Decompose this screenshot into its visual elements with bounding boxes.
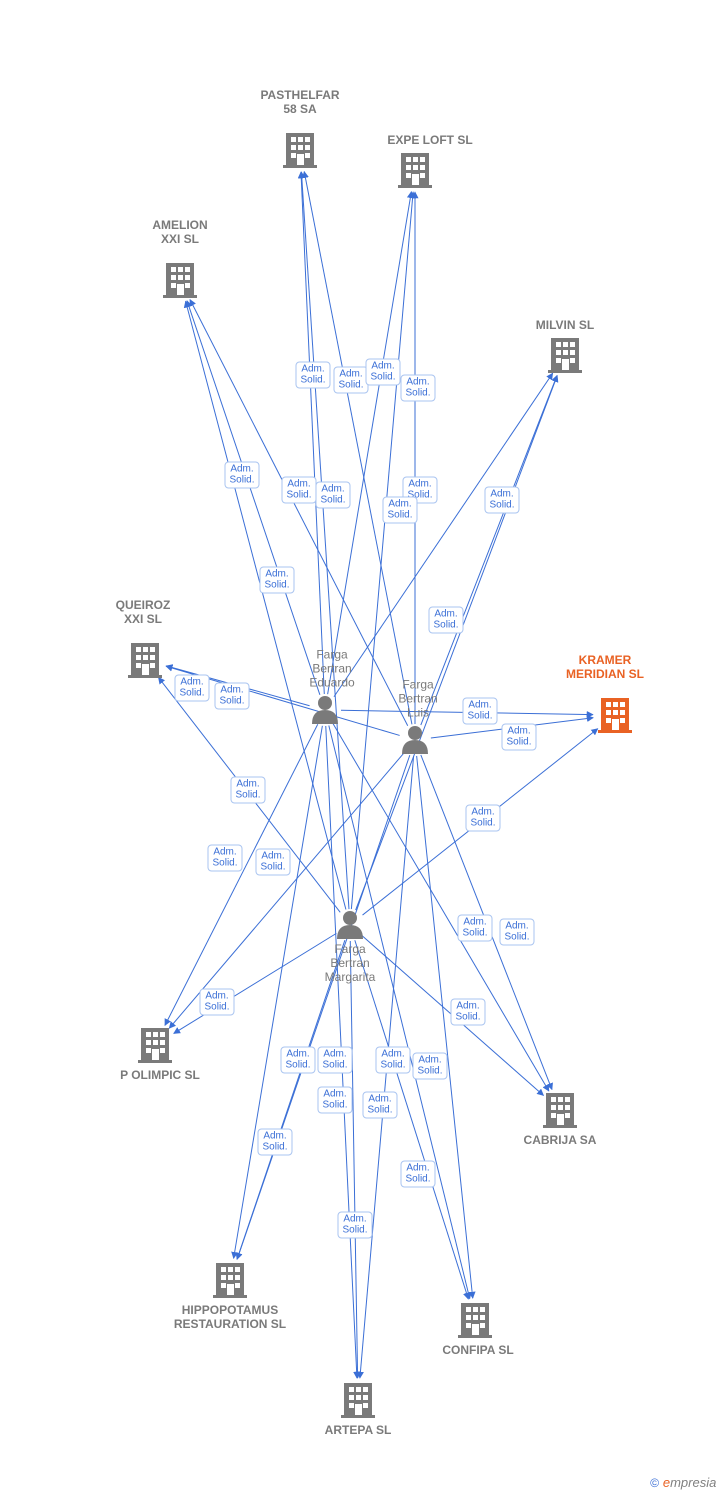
edge — [234, 726, 323, 1259]
person-icon — [312, 696, 338, 724]
person-node[interactable] — [337, 911, 363, 939]
edge — [362, 936, 543, 1096]
company-node[interactable] — [598, 698, 632, 733]
building-icon — [548, 338, 582, 373]
building-icon — [341, 1383, 375, 1418]
edge — [186, 301, 346, 909]
edge — [351, 192, 413, 909]
person-icon — [337, 911, 363, 939]
edge — [421, 375, 557, 725]
person-node[interactable] — [402, 726, 428, 754]
building-icon — [598, 698, 632, 733]
edge — [363, 729, 598, 915]
building-icon — [138, 1028, 172, 1063]
edge — [356, 376, 558, 910]
edge — [301, 172, 349, 909]
company-node[interactable] — [548, 338, 582, 373]
person-node[interactable] — [312, 696, 338, 724]
network-diagram — [0, 0, 728, 1500]
edge — [301, 172, 324, 694]
building-icon — [213, 1263, 247, 1298]
company-node[interactable] — [458, 1303, 492, 1338]
building-icon — [283, 133, 317, 168]
edge — [304, 172, 412, 725]
edge — [165, 724, 318, 1025]
edge — [187, 301, 320, 695]
building-icon — [128, 643, 162, 678]
edge — [328, 192, 412, 695]
edge — [174, 933, 337, 1033]
edge — [431, 718, 593, 738]
person-icon — [402, 726, 428, 754]
company-node[interactable] — [398, 153, 432, 188]
building-icon — [163, 263, 197, 298]
company-node[interactable] — [543, 1093, 577, 1128]
company-node[interactable] — [128, 643, 162, 678]
edge — [166, 666, 400, 735]
building-icon — [543, 1093, 577, 1128]
brand-text: mpresia — [670, 1475, 716, 1490]
edge — [421, 755, 552, 1090]
copyright: ©empresia — [650, 1475, 716, 1490]
edge — [341, 710, 593, 714]
company-node[interactable] — [341, 1383, 375, 1418]
edge — [190, 300, 408, 726]
edge — [417, 756, 473, 1298]
building-icon — [458, 1303, 492, 1338]
edge — [334, 373, 553, 697]
company-node[interactable] — [163, 263, 197, 298]
edge — [333, 724, 549, 1091]
brand-e: e — [663, 1475, 670, 1490]
building-icon — [398, 153, 432, 188]
edge — [360, 756, 414, 1378]
company-node[interactable] — [213, 1263, 247, 1298]
company-node[interactable] — [138, 1028, 172, 1063]
company-node[interactable] — [283, 133, 317, 168]
edge — [158, 677, 340, 912]
edge — [237, 940, 345, 1259]
edge — [166, 666, 309, 706]
